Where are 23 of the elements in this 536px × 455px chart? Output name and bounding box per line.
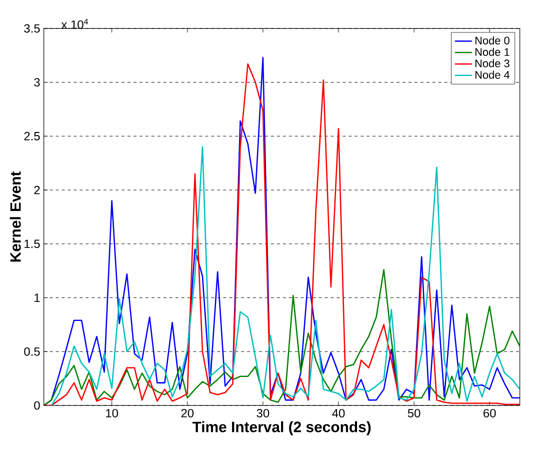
legend-label: Node 4 <box>475 70 510 79</box>
annotation: x 10$^{4}$ <box>61 18 88 29</box>
x-tick-label: 50 <box>408 408 420 418</box>
y-tick-label: 3 <box>34 78 40 87</box>
legend-label: Node 1 <box>475 48 510 56</box>
x-axis-title: Time Interval (2 seconds) <box>192 421 371 436</box>
y-tick-label: 3.5 <box>24 24 40 33</box>
legend-label: Node 3 <box>475 59 510 68</box>
x-tick-label: 10 <box>106 408 118 418</box>
x-tick-label: 40 <box>332 408 345 418</box>
x-tick-label: 20 <box>181 408 194 418</box>
y-axis-title: Kernel Event <box>10 171 21 262</box>
y-tick-label: 2.5 <box>24 132 40 140</box>
y-tick-label: 0 <box>34 401 40 410</box>
line-series <box>50 146 520 406</box>
y-tick-label: 1.5 <box>24 240 40 248</box>
y-tick-label: 1 <box>34 294 40 302</box>
x-tick-label: 60 <box>484 408 496 418</box>
x-tick-label: 30 <box>256 408 270 418</box>
y-tick-label: 2 <box>34 186 40 194</box>
legend-label: Node 0 <box>475 36 510 44</box>
y-tick-label: 0.5 <box>24 347 40 356</box>
line-series <box>44 269 520 406</box>
